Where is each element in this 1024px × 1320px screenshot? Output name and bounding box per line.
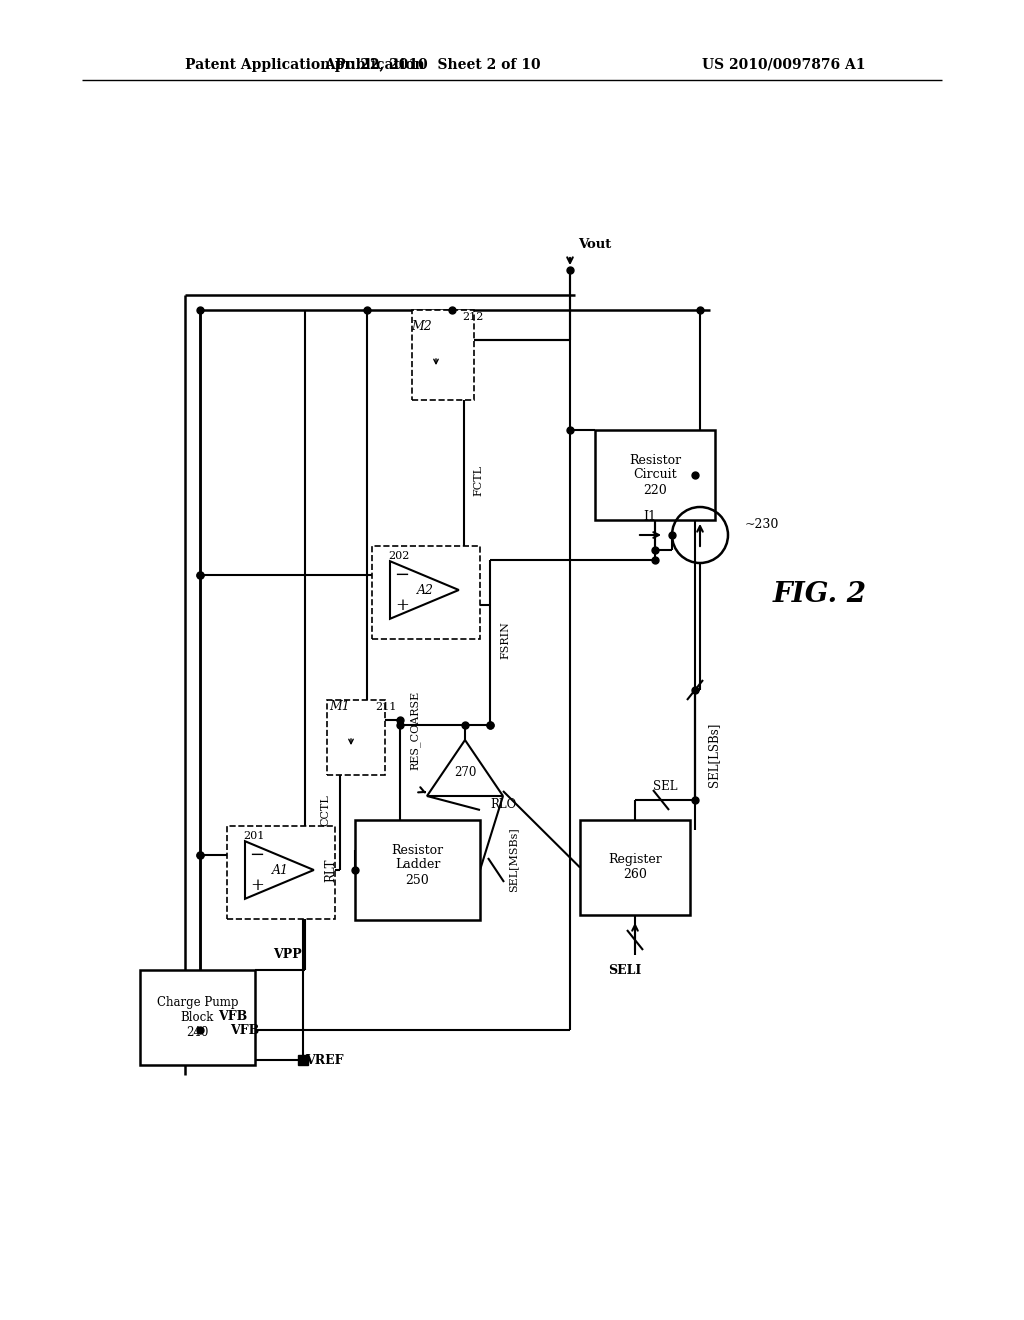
Bar xyxy=(372,546,480,639)
Text: VPP: VPP xyxy=(273,949,302,961)
Text: Resistor
Circuit
220: Resistor Circuit 220 xyxy=(629,454,681,496)
Text: M1: M1 xyxy=(330,701,350,714)
Text: −: − xyxy=(250,846,264,865)
Text: 212: 212 xyxy=(462,312,483,322)
Text: FCTL: FCTL xyxy=(474,465,483,495)
Bar xyxy=(140,970,255,1065)
Text: SELI: SELI xyxy=(608,964,642,977)
Text: FIG. 2: FIG. 2 xyxy=(773,582,867,609)
Text: US 2010/0097876 A1: US 2010/0097876 A1 xyxy=(701,58,865,73)
Text: Register
260: Register 260 xyxy=(608,854,662,882)
Text: Vout: Vout xyxy=(578,239,611,252)
Text: Resistor
Ladder
250: Resistor Ladder 250 xyxy=(391,843,443,887)
Text: RLT: RLT xyxy=(324,858,337,882)
Bar xyxy=(227,826,335,919)
Text: +: + xyxy=(395,597,409,614)
Bar xyxy=(595,430,715,520)
Text: I1: I1 xyxy=(643,511,656,524)
Text: RES_COARSE: RES_COARSE xyxy=(410,690,421,770)
Text: A2: A2 xyxy=(417,583,433,597)
Text: −: − xyxy=(394,566,410,583)
Text: 270: 270 xyxy=(454,767,476,780)
Text: Charge Pump
Block
240: Charge Pump Block 240 xyxy=(157,997,239,1039)
Text: +: + xyxy=(250,876,264,894)
Bar xyxy=(355,820,480,920)
Text: SEL[LSBs]: SEL[LSBs] xyxy=(707,723,720,787)
Text: M2: M2 xyxy=(412,321,432,334)
Text: 211: 211 xyxy=(375,702,396,711)
Text: 201: 201 xyxy=(243,832,264,841)
Text: Apr. 22, 2010  Sheet 2 of 10: Apr. 22, 2010 Sheet 2 of 10 xyxy=(324,58,541,73)
Text: ~230: ~230 xyxy=(745,519,779,532)
Text: VFB: VFB xyxy=(230,1023,259,1036)
Bar xyxy=(327,700,385,775)
Bar xyxy=(580,820,690,915)
Text: SEL: SEL xyxy=(652,780,677,792)
Text: A1: A1 xyxy=(271,863,289,876)
Bar xyxy=(412,310,474,400)
Text: Patent Application Publication: Patent Application Publication xyxy=(185,58,425,73)
Text: SEL[MSBs]: SEL[MSBs] xyxy=(508,828,518,892)
Text: VREF: VREF xyxy=(305,1053,343,1067)
Text: CCTL: CCTL xyxy=(319,795,330,826)
Text: FSRIN: FSRIN xyxy=(500,622,510,659)
Text: 202: 202 xyxy=(388,552,410,561)
Text: VFB: VFB xyxy=(218,1010,247,1023)
Text: RLO: RLO xyxy=(490,799,516,812)
